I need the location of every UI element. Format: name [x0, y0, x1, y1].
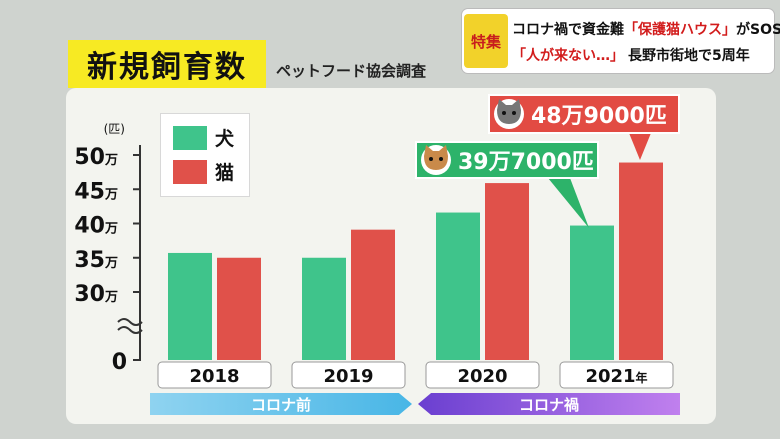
era-before-covid: コロナ前 — [150, 393, 412, 415]
news-caption-box — [462, 9, 774, 73]
y-tick-unit: 万 — [104, 222, 118, 237]
callout-dog-animal-icon — [424, 145, 448, 170]
x-tick-suffix: 年 — [636, 370, 648, 385]
y-tick-label: 45万 — [74, 179, 118, 204]
news-headline-line-2: 「人が来ない…」 長野市街地で5周年 — [512, 45, 750, 65]
y-unit-label: (匹) — [104, 122, 125, 136]
x-tick-label: 2021年 — [585, 366, 647, 387]
y-zero-label: 0 — [112, 350, 127, 375]
y-tick-unit: 万 — [104, 256, 118, 271]
legend-swatch-cat — [173, 160, 207, 184]
callout-cat-animal-icon — [497, 99, 521, 124]
chart-subtitle: ペットフード協会調査 — [276, 62, 427, 80]
bar-cat-2020 — [485, 183, 529, 360]
bar-cat-2018 — [217, 257, 261, 360]
title-background — [68, 40, 266, 88]
bar-dog-2021 — [570, 225, 614, 360]
callout-dog-label: 39万7000匹 — [458, 150, 594, 175]
legend-swatch-dog — [173, 126, 207, 150]
news-headline-line-1: コロナ禍で資金難「保護猫ハウス」がSOS — [512, 19, 780, 39]
callout-dog-pointer — [548, 178, 589, 228]
bar-dog-2020 — [436, 212, 480, 360]
y-tick-unit: 万 — [104, 290, 118, 305]
y-tick-label: 40万 — [74, 214, 118, 239]
y-tick-label: 35万 — [74, 248, 118, 273]
bar-dog-2018 — [168, 252, 212, 360]
news-line1-part-a: コロナ禍で資金難 — [512, 22, 624, 38]
x-label-box — [291, 361, 406, 389]
x-label-box — [425, 361, 540, 389]
news-line1-part-b: 「保護猫ハウス」 — [624, 22, 736, 38]
callout-dog-eye-icon — [439, 157, 443, 161]
x-tick-label: 2020 — [457, 366, 507, 387]
x-tick-label: 2019 — [323, 366, 373, 387]
y-tick-label: 30万 — [74, 282, 118, 307]
y-tick-label: 50万 — [74, 145, 118, 170]
bar-dog-2019 — [302, 257, 346, 360]
axis-break-mark — [117, 318, 143, 326]
news-line2-part-a: 「人が来ない…」 — [512, 48, 624, 64]
x-label-box — [559, 361, 674, 389]
news-tag: 特集 — [464, 14, 508, 68]
callout-cat-eye-icon — [502, 111, 506, 115]
news-line1-part-c: がSOS — [736, 22, 780, 38]
y-tick-unit: 万 — [104, 187, 118, 202]
legend: 犬 猫 — [160, 113, 250, 197]
bar-cat-2021 — [619, 162, 663, 360]
legend-label-cat: 猫 — [215, 162, 235, 184]
y-tick-unit: 万 — [104, 153, 118, 168]
callout-cat-eye-icon — [512, 111, 516, 115]
chart-title: 新規飼育数 — [87, 50, 247, 85]
news-line2-part-b: 長野市街地で5周年 — [628, 48, 750, 64]
era-during-covid: コロナ禍 — [418, 393, 680, 415]
x-label-box — [157, 361, 272, 389]
callout-cat-label: 48万9000匹 — [531, 104, 667, 129]
callout-cat-pointer — [629, 133, 651, 160]
callout-dog-eye-icon — [429, 157, 433, 161]
x-tick-label: 2018 — [189, 366, 239, 387]
legend-label-dog: 犬 — [215, 128, 235, 150]
bar-cat-2019 — [351, 229, 395, 360]
axis-break-mark — [117, 326, 143, 334]
